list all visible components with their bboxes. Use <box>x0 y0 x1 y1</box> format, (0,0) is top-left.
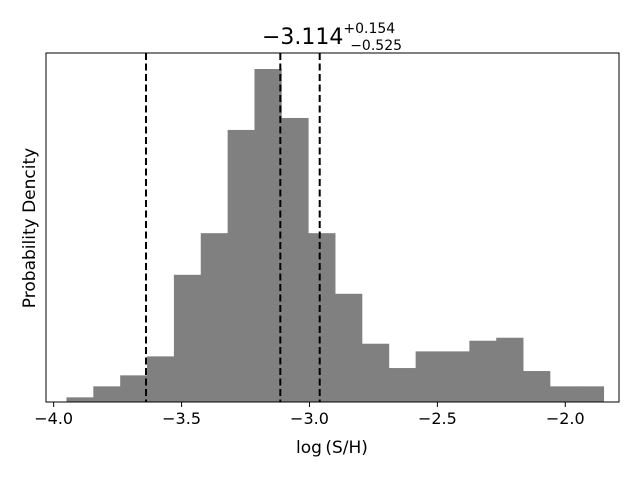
x-tick-label: −3.0 <box>290 409 329 428</box>
histogram-bar <box>147 356 175 402</box>
title-upper-error: +0.154 <box>343 21 395 37</box>
histogram-bar <box>254 69 282 402</box>
title-lower-error: −0.525 <box>350 38 402 54</box>
histogram-bar <box>281 117 309 403</box>
histogram-bar <box>173 274 202 402</box>
histogram-bar <box>415 351 443 402</box>
histogram-bar <box>335 293 363 402</box>
histogram-bar <box>469 340 497 402</box>
histogram-bars <box>66 69 605 403</box>
histogram-bar <box>66 397 94 402</box>
plot-frame <box>45 52 620 403</box>
histogram-bar <box>308 233 336 402</box>
histogram-bar <box>120 375 148 402</box>
histogram-bar <box>496 337 524 402</box>
x-tick-label: −3.5 <box>162 409 201 428</box>
chart-title: −3.114+0.154 −0.525 <box>262 21 402 54</box>
histogram-bar <box>523 371 551 402</box>
histogram-bar <box>200 233 229 402</box>
histogram-bar <box>361 343 390 402</box>
histogram-bar <box>227 129 255 402</box>
histogram-bar <box>93 386 121 402</box>
histogram-bar <box>388 368 417 402</box>
x-tick-label: −2.0 <box>546 409 585 428</box>
histogram-bar <box>442 351 470 402</box>
x-axis-ticks: −4.0 −3.5 −3.0 −2.5 −2.0 <box>34 402 585 428</box>
histogram-bar <box>549 386 578 402</box>
histogram-bar <box>576 386 605 402</box>
x-tick-label: −4.0 <box>34 409 73 428</box>
x-tick-label: −2.5 <box>418 409 457 428</box>
x-axis-label: log (S/H) <box>296 438 368 458</box>
title-median: −3.114 <box>262 25 343 50</box>
percentile-lines <box>145 53 321 402</box>
y-axis-label: Probability Dencity <box>20 148 40 308</box>
